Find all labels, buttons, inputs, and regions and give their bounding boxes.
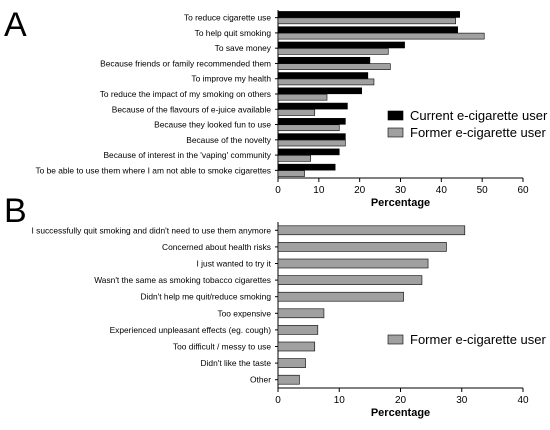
category-label: Because of interest in the 'vaping' comm… — [103, 150, 271, 160]
x-tick-label: 40 — [517, 395, 529, 406]
x-tick-label: 10 — [334, 395, 346, 406]
category-label: Too difficult / messy to use — [173, 342, 271, 352]
x-tick-label: 0 — [275, 185, 281, 196]
x-tick-label: 30 — [395, 185, 407, 196]
bar-series-2 — [277, 63, 391, 70]
bar-series-1 — [277, 258, 429, 269]
panel-b-chart: B I successfully quit smoking and didn't … — [4, 192, 546, 419]
bar-series-1 — [277, 118, 346, 125]
bar-series-1 — [277, 87, 363, 95]
legend-swatch — [387, 334, 404, 345]
x-tick-label: 20 — [354, 185, 366, 196]
legend-label: Former e-cigarette user — [410, 125, 546, 140]
bar-series-1 — [277, 56, 371, 64]
x-tick-label: 10 — [313, 185, 325, 196]
category-label: Too expensive — [217, 308, 271, 318]
x-tick-label: 30 — [456, 395, 468, 406]
legend-label: Current e-cigarette user — [410, 108, 548, 123]
panel-letter-b: B — [4, 192, 27, 230]
category-label: Concerned about health risks — [162, 242, 271, 252]
bar-series-1 — [277, 242, 447, 252]
x-axis-title: Percentage — [371, 407, 430, 419]
x-tick-label: 50 — [477, 185, 489, 196]
bar-series-1 — [277, 341, 316, 352]
category-label: Experienced unpleasant effects (eg. coug… — [110, 325, 272, 335]
bar-series-1 — [277, 358, 306, 368]
legend-swatch — [387, 127, 404, 138]
bar-series-1 — [277, 374, 300, 385]
panel-a-chart: A To reduce cigarette use To help quit smo… — [4, 6, 548, 209]
bar-series-1 — [277, 148, 340, 156]
bar-series-1 — [277, 133, 346, 140]
category-label: Wasn't the same as smoking tobacco cigar… — [94, 275, 271, 285]
category-label: Because of the novelty — [186, 135, 272, 145]
category-label: To reduce cigarette use — [184, 13, 271, 23]
category-label: Because they looked fun to use — [154, 120, 271, 130]
category-label: I just wanted to try it — [197, 259, 272, 269]
bar-series-2 — [277, 32, 485, 40]
bar-series-2 — [277, 48, 389, 55]
bar-series-2 — [277, 124, 340, 132]
x-axis-title: Percentage — [371, 197, 430, 209]
x-tick-label: 0 — [275, 395, 281, 406]
bar-series-2 — [277, 154, 311, 162]
bar-series-2 — [277, 93, 328, 101]
bar-series-1 — [277, 163, 336, 171]
category-label: To improve my health — [191, 74, 271, 84]
category-label: Because of the flavours of e-juice avail… — [112, 104, 272, 114]
bar-series-1 — [277, 291, 404, 302]
bar-series-1 — [277, 325, 319, 335]
bar-series-2 — [277, 139, 346, 147]
x-tick-label: 40 — [436, 185, 448, 196]
legend-swatch — [387, 110, 404, 121]
category-label: Didn't help me quit/reduce smoking — [140, 292, 271, 302]
bar-series-1 — [277, 225, 466, 236]
bar-series-1 — [277, 72, 369, 79]
bar-series-2 — [277, 78, 375, 86]
bar-series-1 — [277, 11, 461, 18]
bar-series-1 — [277, 275, 423, 285]
bar-series-1 — [277, 308, 325, 319]
bar-series-2 — [277, 109, 316, 116]
bar-series-2 — [277, 170, 305, 177]
category-label: To reduce the impact of my smoking on ot… — [100, 89, 271, 99]
category-label: I successfully quit smoking and didn't n… — [32, 225, 272, 235]
panel-letter-a: A — [4, 6, 27, 44]
category-label: Other — [250, 375, 271, 385]
legend-label: Former e-cigarette user — [410, 332, 546, 347]
x-tick-label: 20 — [395, 395, 407, 406]
category-label: Didn't like the taste — [201, 358, 272, 368]
category-label: To help quit smoking — [195, 28, 272, 38]
bar-series-2 — [277, 17, 456, 25]
bar-series-1 — [277, 102, 348, 110]
bar-series-1 — [277, 26, 458, 34]
bar-series-1 — [277, 41, 405, 49]
category-label: To be able to use them where I am not ab… — [35, 165, 271, 175]
category-label: Because friends or family recommended th… — [100, 58, 271, 68]
x-tick-label: 60 — [517, 185, 529, 196]
category-label: To save money — [215, 43, 272, 53]
